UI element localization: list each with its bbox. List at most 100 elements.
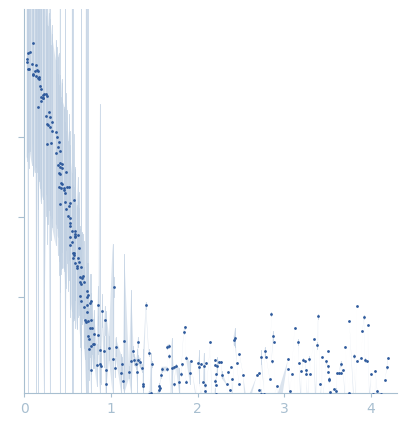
- Point: [288, 370, 295, 377]
- Point: [212, 361, 218, 368]
- Point: [300, 356, 307, 363]
- Point: [318, 402, 324, 409]
- Point: [247, 399, 253, 406]
- Point: [68, 239, 75, 246]
- Point: [254, 371, 260, 378]
- Point: [66, 220, 73, 227]
- Point: [178, 361, 185, 368]
- Point: [53, 149, 59, 156]
- Point: [145, 391, 152, 398]
- Point: [166, 352, 172, 359]
- Point: [315, 313, 322, 320]
- Point: [203, 359, 209, 366]
- Point: [40, 91, 46, 98]
- Point: [212, 378, 219, 385]
- Point: [361, 313, 367, 320]
- Point: [58, 185, 64, 192]
- Point: [148, 389, 154, 396]
- Point: [40, 94, 46, 101]
- Point: [112, 343, 119, 350]
- Point: [73, 265, 80, 272]
- Point: [275, 422, 281, 429]
- Point: [291, 401, 298, 408]
- Point: [146, 393, 153, 400]
- Point: [85, 335, 92, 342]
- Point: [90, 340, 97, 347]
- Point: [358, 354, 364, 361]
- Point: [158, 366, 165, 373]
- Point: [285, 356, 291, 363]
- Point: [227, 363, 234, 370]
- Point: [65, 212, 72, 219]
- Point: [226, 387, 233, 394]
- Point: [384, 364, 390, 371]
- Point: [88, 297, 94, 304]
- Point: [333, 388, 339, 395]
- Point: [338, 370, 345, 377]
- Point: [198, 395, 205, 402]
- Point: [211, 396, 218, 403]
- Point: [223, 381, 230, 388]
- Point: [266, 375, 273, 382]
- Point: [57, 148, 63, 155]
- Point: [256, 386, 262, 393]
- Point: [385, 354, 391, 361]
- Point: [111, 284, 117, 291]
- Point: [382, 377, 388, 384]
- Point: [183, 378, 189, 385]
- Point: [100, 348, 107, 355]
- Point: [178, 371, 184, 378]
- Point: [342, 343, 349, 350]
- Point: [262, 348, 268, 355]
- Point: [225, 368, 232, 375]
- Point: [72, 233, 79, 240]
- Point: [336, 369, 342, 376]
- Point: [337, 360, 344, 367]
- Point: [261, 390, 268, 397]
- Point: [193, 409, 200, 416]
- Point: [170, 364, 177, 371]
- Point: [270, 333, 276, 340]
- Point: [324, 363, 331, 370]
- Point: [372, 419, 378, 426]
- Point: [56, 138, 62, 145]
- Point: [40, 91, 47, 98]
- Point: [56, 160, 63, 167]
- Point: [97, 363, 104, 370]
- Point: [102, 381, 109, 388]
- Point: [188, 357, 194, 364]
- Point: [24, 59, 31, 66]
- Point: [69, 254, 76, 261]
- Point: [95, 302, 101, 309]
- Point: [97, 361, 103, 368]
- Point: [67, 199, 73, 206]
- Point: [30, 71, 36, 78]
- Point: [119, 361, 126, 368]
- Point: [213, 371, 219, 378]
- Point: [79, 274, 85, 281]
- Point: [198, 361, 204, 368]
- Point: [85, 345, 92, 352]
- Point: [101, 317, 108, 324]
- Point: [34, 67, 41, 74]
- Point: [350, 402, 357, 409]
- Point: [230, 337, 237, 344]
- Point: [228, 397, 235, 404]
- Point: [203, 399, 209, 406]
- Point: [54, 134, 60, 141]
- Point: [73, 263, 80, 270]
- Point: [62, 199, 68, 206]
- Point: [139, 364, 145, 371]
- Point: [207, 339, 214, 346]
- Point: [236, 380, 242, 387]
- Point: [56, 170, 63, 177]
- Point: [320, 393, 326, 400]
- Point: [87, 300, 93, 307]
- Point: [48, 118, 55, 125]
- Point: [369, 391, 376, 398]
- Point: [133, 360, 140, 367]
- Point: [180, 329, 187, 336]
- Point: [143, 302, 149, 309]
- Point: [209, 416, 215, 423]
- Point: [38, 86, 45, 93]
